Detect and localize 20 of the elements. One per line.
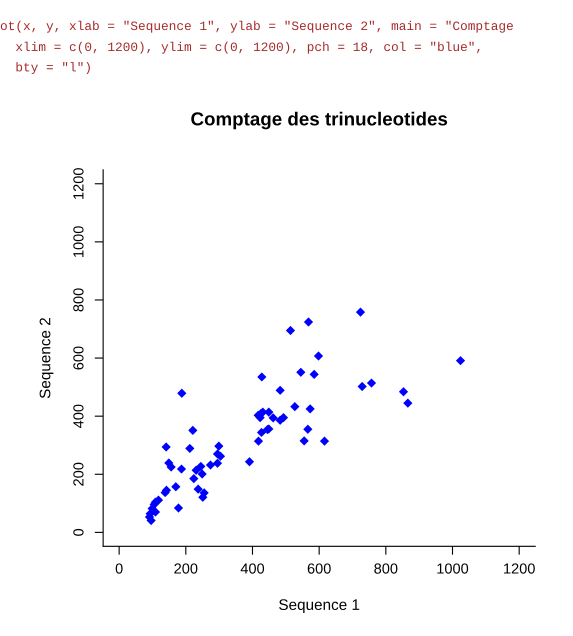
y-tick-label: 200 [73,462,84,486]
x-tick-label: 1200 [504,563,535,574]
x-tick-label: 0 [116,563,123,574]
y-tick-label: 400 [73,404,84,428]
text: ot(x, y, xlab = "Sequence 1", ylab = "Sequence 2", main = "Comptage [0,20,513,33]
x-tick-label: 1000 [437,563,468,574]
y-tick-label: 0 [73,528,84,536]
y-tick-label: 800 [73,288,84,312]
x-tick-label: 400 [240,563,264,574]
x-tick-label: 800 [374,563,398,574]
text: xlim = c(0, 1200), ylim = c(0, 1200), pch = 18, col = "blue", [16,42,480,54]
y-tick-label: 1000 [73,226,84,257]
chart-title: Comptage des trinucleotides [191,112,448,130]
x-tick-label: 200 [174,563,198,574]
y-axis-title: Sequence 2 [40,318,54,398]
x-axis-title: Sequence 1 [279,599,360,614]
y-tick-label: 1200 [73,168,84,199]
y-tick-label: 600 [73,346,84,370]
text: bty = "l") [16,62,90,74]
x-tick-label: 600 [308,563,331,574]
